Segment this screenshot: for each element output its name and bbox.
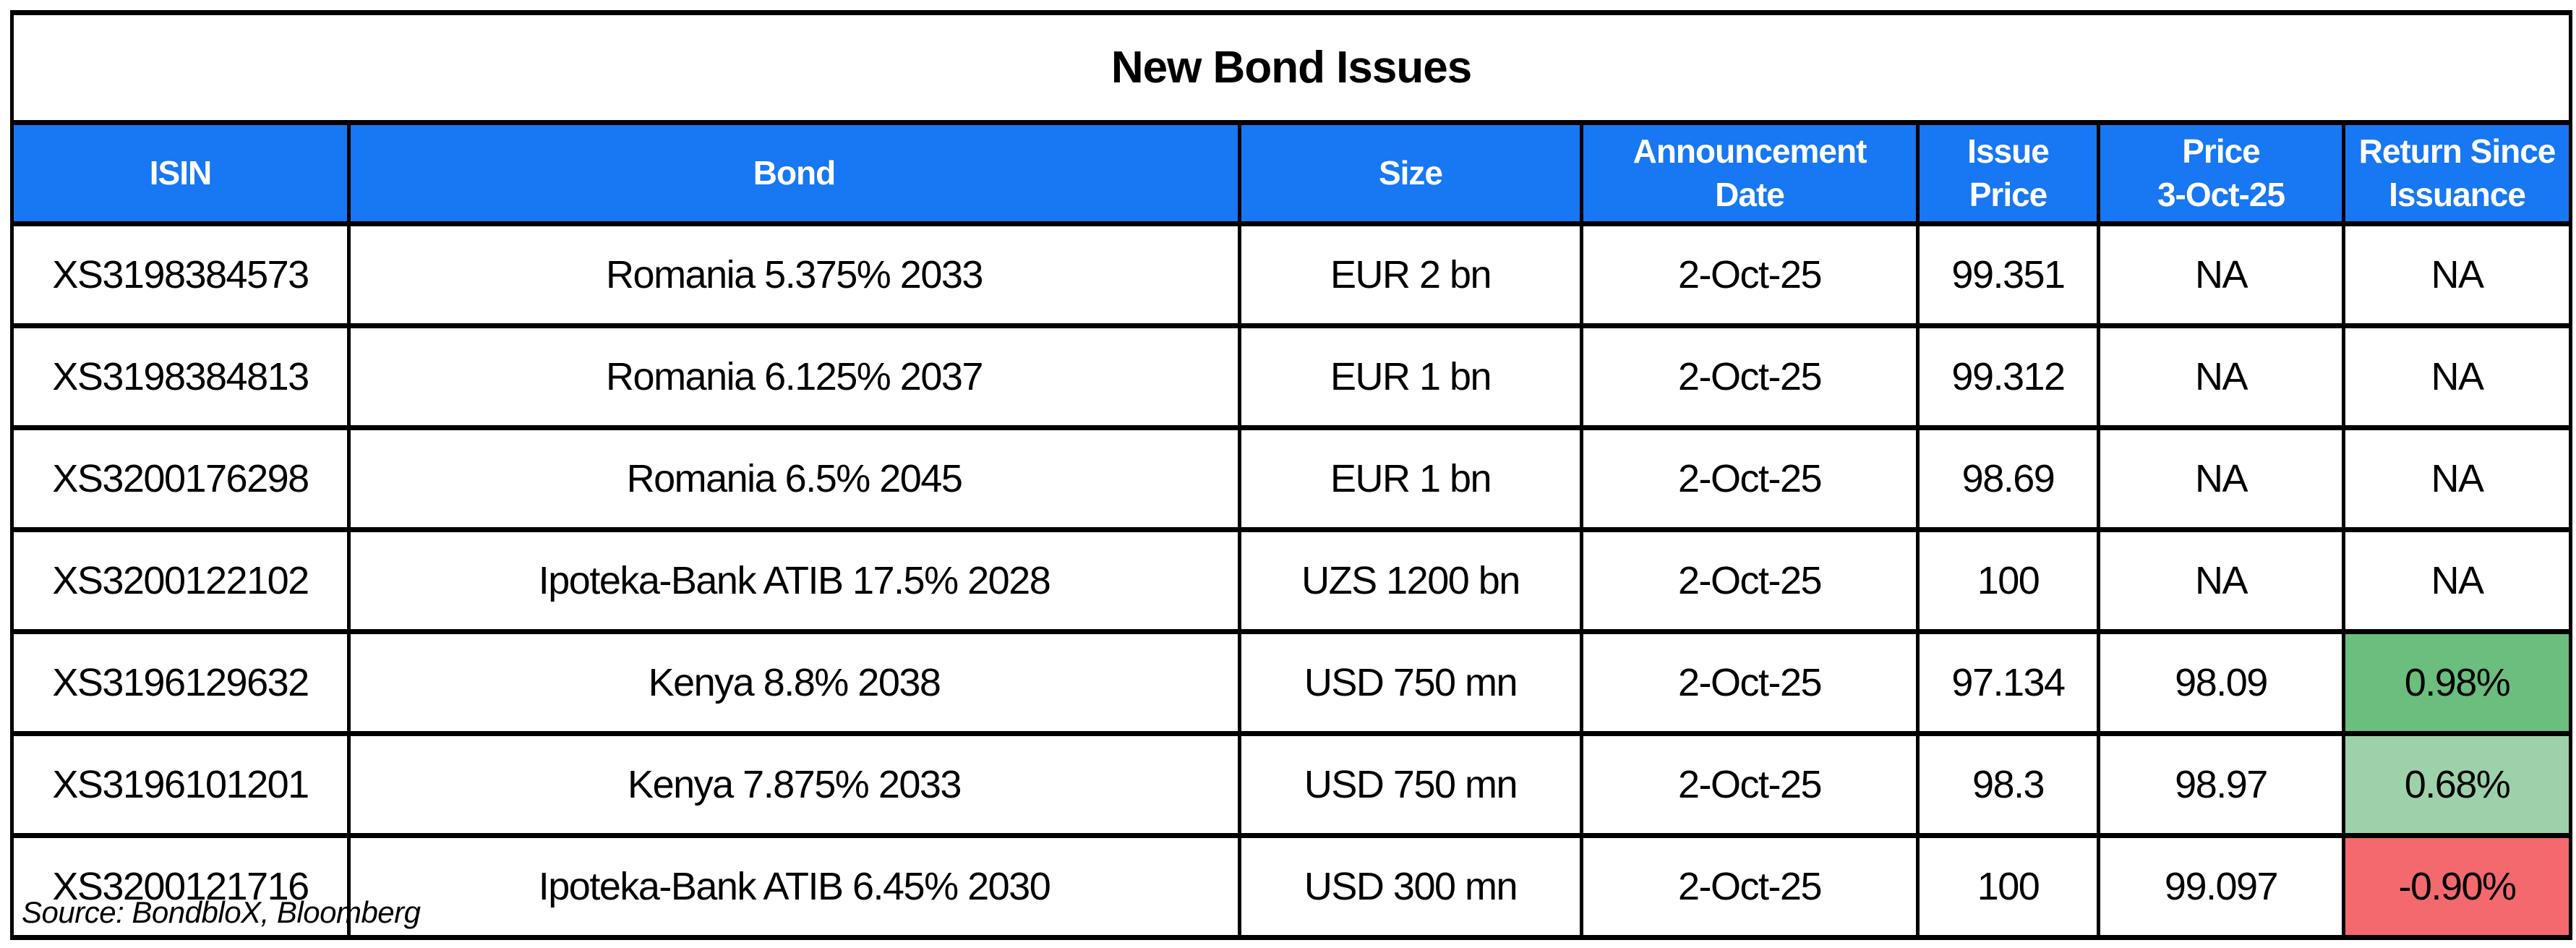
isin-cell: XS3200176298	[10, 425, 351, 532]
isin-cell: XS3198384813	[10, 323, 351, 430]
table-row: XS3196129632 Kenya 8.8% 2038 USD 750 mn …	[10, 629, 2573, 736]
column-header-price: Price 3-Oct-25	[2097, 120, 2345, 226]
announcement-date-cell: 2-Oct-25	[1580, 731, 1920, 838]
return-cell: 0.68%	[2341, 731, 2573, 838]
return-cell: NA	[2341, 425, 2573, 532]
price-cell: NA	[2097, 221, 2345, 328]
isin-cell: XS3196101201	[10, 731, 351, 838]
column-header-label: Return Since	[2358, 132, 2556, 170]
issue-price-cell: 99.312	[1916, 323, 2100, 430]
table-row: XS3196101201 Kenya 7.875% 2033 USD 750 m…	[10, 731, 2573, 838]
issue-price-cell: 98.69	[1916, 425, 2100, 532]
issue-price-cell: 100	[1916, 833, 2100, 940]
bond-cell: Romania 6.5% 2045	[347, 425, 1241, 532]
isin-cell: XS3200121716	[10, 833, 351, 940]
price-cell: NA	[2097, 425, 2345, 532]
announcement-date-cell: 2-Oct-25	[1580, 425, 1920, 532]
announcement-date-cell: 2-Oct-25	[1580, 629, 1920, 736]
issue-price-cell: 98.3	[1916, 731, 2100, 838]
bond-cell: Ipoteka-Bank ATIB 17.5% 2028	[347, 527, 1241, 634]
return-cell: 0.98%	[2341, 629, 2573, 736]
table-row: XS3198384813 Romania 6.125% 2037 EUR 1 b…	[10, 323, 2573, 430]
return-cell: NA	[2341, 221, 2573, 328]
column-header-return-since-issuance: Return Since Issuance	[2341, 120, 2573, 226]
issue-price-cell: 100	[1916, 527, 2100, 634]
column-header-label: Price	[1969, 175, 2048, 213]
column-header-label: Price	[2182, 132, 2261, 170]
bond-cell: Ipoteka-Bank ATIB 6.45% 2030	[347, 833, 1241, 940]
column-header-bond: Bond	[347, 120, 1241, 226]
size-cell: USD 750 mn	[1238, 629, 1583, 736]
column-header-issue-price: Issue Price	[1916, 120, 2100, 226]
return-cell: NA	[2341, 323, 2573, 430]
bond-cell: Romania 5.375% 2033	[347, 221, 1241, 328]
column-header-size: Size	[1238, 120, 1583, 226]
column-header-label: Date	[1715, 175, 1785, 213]
size-cell: UZS 1200 bn	[1238, 527, 1583, 634]
title-row: New Bond Issues	[9, 10, 2573, 125]
column-header-label: Issuance	[2389, 175, 2526, 213]
size-cell: USD 300 mn	[1238, 833, 1583, 940]
column-header-label: Bond	[753, 153, 836, 192]
announcement-date-cell: 2-Oct-25	[1580, 221, 1920, 328]
isin-cell: XS3198384573	[10, 221, 351, 328]
table-row: XS3200176298 Romania 6.5% 2045 EUR 1 bn …	[10, 425, 2573, 532]
size-cell: EUR 2 bn	[1238, 221, 1583, 328]
bond-cell: Kenya 8.8% 2038	[347, 629, 1241, 736]
announcement-date-cell: 2-Oct-25	[1580, 833, 1920, 940]
column-header-label: 3-Oct-25	[2157, 175, 2285, 213]
column-header-label: ISIN	[149, 153, 212, 192]
column-header-label: Announcement	[1633, 132, 1867, 170]
bond-cell: Romania 6.125% 2037	[347, 323, 1241, 430]
size-cell: USD 750 mn	[1238, 731, 1583, 838]
new-bond-issues-table: New Bond Issues ISIN Bond Size Announcem…	[9, 10, 2573, 940]
header-row: ISIN Bond Size Announcement Date Issue	[10, 120, 2573, 226]
return-cell: -0.90%	[2341, 833, 2573, 940]
announcement-date-cell: 2-Oct-25	[1580, 323, 1920, 430]
issue-price-cell: 99.351	[1916, 221, 2100, 328]
source-note: Source: BondbloX, Bloomberg	[22, 895, 421, 929]
table-row: XS3200122102 Ipoteka-Bank ATIB 17.5% 202…	[10, 527, 2573, 634]
column-header-isin: ISIN	[10, 120, 351, 226]
price-cell: NA	[2097, 527, 2345, 634]
price-cell: NA	[2097, 323, 2345, 430]
announcement-date-cell: 2-Oct-25	[1580, 527, 1920, 634]
table-row: XS3198384573 Romania 5.375% 2033 EUR 2 b…	[10, 221, 2573, 328]
price-cell: 98.97	[2097, 731, 2345, 838]
page-title: New Bond Issues	[9, 10, 2573, 125]
price-cell: 98.09	[2097, 629, 2345, 736]
column-header-announcement-date: Announcement Date	[1580, 120, 1920, 226]
size-cell: EUR 1 bn	[1238, 323, 1583, 430]
column-header-label: Issue	[1967, 132, 2050, 170]
isin-cell: XS3196129632	[10, 629, 351, 736]
column-header-label: Size	[1378, 153, 1443, 192]
table-row: XS3200121716 Ipoteka-Bank ATIB 6.45% 203…	[10, 833, 2573, 940]
issue-price-cell: 97.134	[1916, 629, 2100, 736]
return-cell: NA	[2341, 527, 2573, 634]
bond-cell: Kenya 7.875% 2033	[347, 731, 1241, 838]
size-cell: EUR 1 bn	[1238, 425, 1583, 532]
price-cell: 99.097	[2097, 833, 2345, 940]
isin-cell: XS3200122102	[10, 527, 351, 634]
